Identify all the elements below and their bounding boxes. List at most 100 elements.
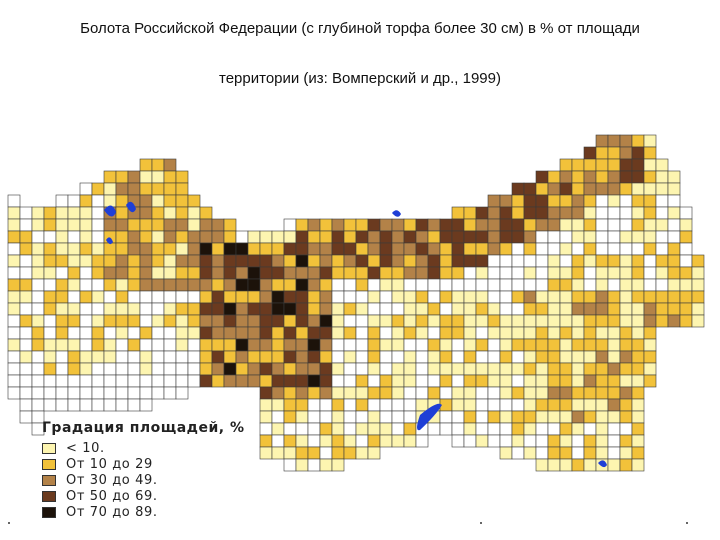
map-grid-cell (127, 266, 141, 280)
map-grid-cell (175, 182, 189, 196)
map-grid-cell (655, 158, 669, 172)
map-grid-cell (115, 206, 129, 220)
map-grid-cell (571, 422, 585, 436)
map-grid-cell (319, 230, 333, 244)
map-grid-cell (7, 254, 21, 268)
map-grid-cell (427, 278, 441, 292)
map-grid-cell (403, 434, 417, 448)
map-grid-cell (547, 170, 561, 184)
map-grid-cell (31, 206, 45, 220)
map-grid-cell (67, 350, 81, 364)
map-grid-cell (307, 242, 321, 256)
map-grid-cell (655, 218, 669, 232)
map-grid-cell (283, 230, 297, 244)
map-grid-cell (271, 242, 285, 256)
map-grid-cell (235, 254, 249, 268)
map-grid-cell (643, 158, 657, 172)
map-grid-cell (175, 218, 189, 232)
map-grid-cell (271, 290, 285, 304)
map-grid-cell (595, 182, 609, 196)
map-grid-cell (643, 146, 657, 160)
map-grid-cell (643, 134, 657, 148)
map-grid-cell (343, 434, 357, 448)
map-grid-cell (523, 398, 537, 412)
map-grid-cell (391, 278, 405, 292)
map-grid-cell (187, 230, 201, 244)
map-grid-cell (19, 218, 33, 232)
map-grid-cell (355, 446, 369, 460)
map-grid-cell (163, 182, 177, 196)
map-grid-cell (487, 254, 501, 268)
map-grid-cell (271, 398, 285, 412)
map-grid-cell (559, 170, 573, 184)
map-grid-cell (235, 302, 249, 316)
map-grid-cell (595, 374, 609, 388)
map-grid-cell (187, 254, 201, 268)
map-grid-cell (607, 374, 621, 388)
map-grid-cell (7, 242, 21, 256)
map-grid-cell (163, 302, 177, 316)
map-grid-cell (427, 422, 441, 436)
map-grid-cell (655, 290, 669, 304)
map-grid-cell (235, 278, 249, 292)
map-grid-cell (463, 266, 477, 280)
map-grid-cell (439, 242, 453, 256)
map-grid-cell (583, 410, 597, 424)
map-grid-cell (535, 254, 549, 268)
map-grid-cell (295, 374, 309, 388)
map-grid-cell (619, 326, 633, 340)
map-grid-cell (439, 362, 453, 376)
map-grid-cell (487, 194, 501, 208)
map-grid-cell (187, 338, 201, 352)
map-grid-cell (583, 434, 597, 448)
map-grid-cell (331, 290, 345, 304)
map-grid-cell (607, 278, 621, 292)
map-grid-cell (415, 338, 429, 352)
map-grid-cell (547, 362, 561, 376)
map-grid-cell (79, 302, 93, 316)
map-grid-cell (271, 278, 285, 292)
map-grid-cell (331, 278, 345, 292)
map-grid-cell (559, 458, 573, 472)
map-grid-cell (331, 362, 345, 376)
map-grid-cell (31, 326, 45, 340)
map-grid-cell (163, 362, 177, 376)
map-grid-cell (619, 374, 633, 388)
map-grid-cell (571, 458, 585, 472)
map-grid-cell (367, 362, 381, 376)
map-grid-cell (583, 170, 597, 184)
map-grid-cell (607, 290, 621, 304)
map-grid-cell (115, 278, 129, 292)
map-grid-cell (355, 254, 369, 268)
map-grid-cell (583, 422, 597, 436)
map-grid-cell (463, 326, 477, 340)
map-grid-cell (487, 266, 501, 280)
map-grid-cell (295, 302, 309, 316)
map-grid-cell (79, 230, 93, 244)
map-grid-cell (187, 242, 201, 256)
map-grid-cell (67, 278, 81, 292)
map-grid-cell (175, 278, 189, 292)
map-grid-cell (631, 206, 645, 220)
map-grid-cell (91, 314, 105, 328)
map-grid-cell (67, 242, 81, 256)
map-grid-cell (43, 254, 57, 268)
map-grid-cell (331, 410, 345, 424)
map-grid-cell (103, 242, 117, 256)
map-grid-cell (307, 398, 321, 412)
map-grid-cell (547, 386, 561, 400)
map-grid-cell (139, 398, 153, 412)
map-grid-cell (439, 266, 453, 280)
map-grid-cell (523, 386, 537, 400)
map-grid-cell (547, 266, 561, 280)
map-grid-cell (247, 254, 261, 268)
map-grid-cell (55, 398, 69, 412)
map-grid-cell (343, 314, 357, 328)
map-grid-cell (583, 278, 597, 292)
map-grid-cell (391, 422, 405, 436)
map-grid-cell (451, 410, 465, 424)
map-grid-cell (295, 242, 309, 256)
map-grid-cell (235, 314, 249, 328)
map-grid-cell (235, 326, 249, 340)
map-grid-cell (487, 314, 501, 328)
